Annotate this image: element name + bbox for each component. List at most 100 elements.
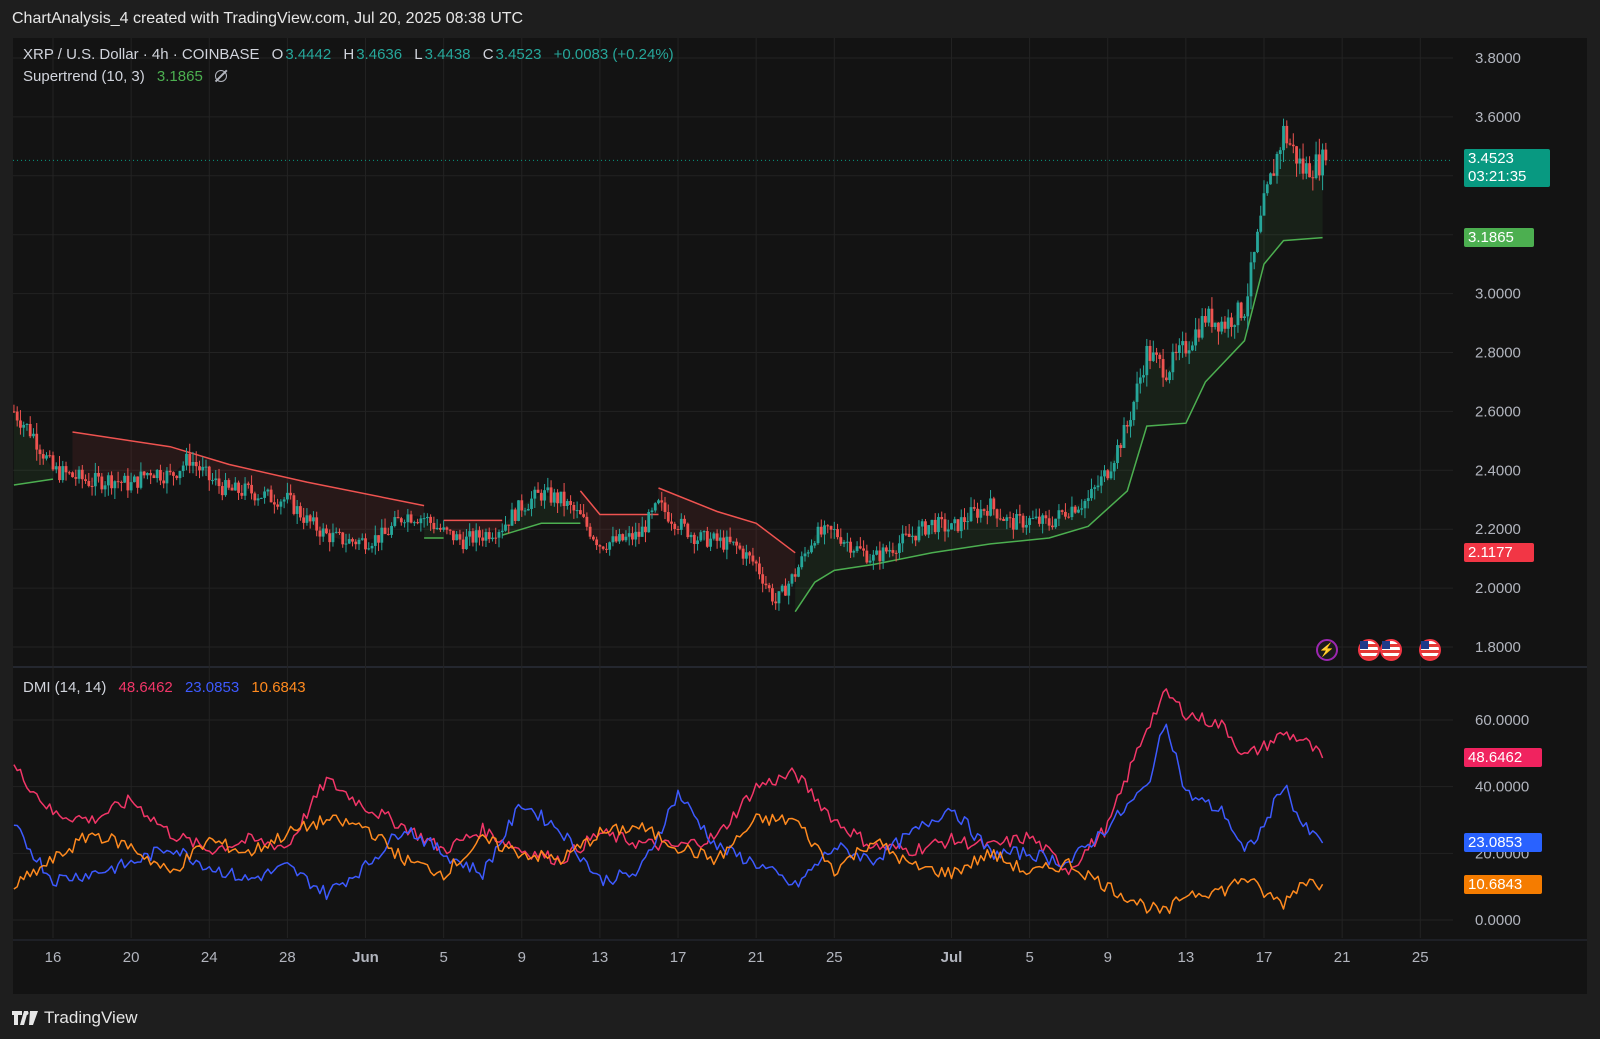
candle-down xyxy=(836,529,839,538)
candle-up xyxy=(1269,173,1272,185)
supertrend-label[interactable]: Supertrend (10, 3) xyxy=(23,68,145,85)
candle-down xyxy=(1148,345,1152,361)
supertrend-up-line xyxy=(501,522,581,536)
candle-down xyxy=(1210,308,1214,327)
candle-up xyxy=(966,521,970,523)
candle-down xyxy=(12,411,16,413)
lightning-event-icon[interactable]: ⚡ xyxy=(1316,639,1338,661)
candle-up xyxy=(1122,425,1126,449)
candle-down xyxy=(194,461,198,467)
us-flag-event-icon[interactable] xyxy=(1419,639,1441,661)
candle-up xyxy=(132,476,136,483)
candle-up xyxy=(214,478,218,481)
price-pane xyxy=(12,118,1453,613)
candle-down xyxy=(1291,144,1295,147)
candle-up xyxy=(380,527,384,543)
candle-up xyxy=(243,483,247,496)
chart-background xyxy=(13,38,1587,994)
candle-up xyxy=(1054,518,1058,528)
candle-up xyxy=(1099,476,1103,486)
candle-down xyxy=(315,517,319,531)
us-flag-event-icon[interactable] xyxy=(1380,639,1402,661)
candle-up xyxy=(1145,345,1149,376)
candle-up xyxy=(810,545,813,553)
candle-up xyxy=(61,466,65,481)
candle-down xyxy=(240,492,244,496)
candle-up xyxy=(911,535,914,537)
candle-down xyxy=(64,466,68,473)
candle-up xyxy=(718,537,722,541)
candle-up xyxy=(559,491,563,504)
candle-down xyxy=(1064,511,1067,517)
time-tick-label: 25 xyxy=(826,949,843,966)
high-label: H xyxy=(343,46,355,63)
candle-down xyxy=(862,548,865,551)
supertrend-legend[interactable]: Supertrend (10, 3) 3.1865 xyxy=(23,68,229,85)
candle-down xyxy=(1106,470,1110,479)
candle-down xyxy=(751,555,755,562)
candle-up xyxy=(1252,252,1256,263)
candle-down xyxy=(985,510,989,516)
candle-up xyxy=(1259,215,1263,232)
chart-area[interactable]: 3.80003.60003.40003.20003.00002.80002.60… xyxy=(12,38,1587,994)
candle-down xyxy=(136,476,140,488)
candle-down xyxy=(972,507,976,509)
supertrend-price-badge: 3.1865 xyxy=(1464,228,1534,247)
candle-down xyxy=(1230,317,1233,327)
time-tick-label: 17 xyxy=(670,949,687,966)
candle-down xyxy=(894,552,898,554)
candle-down xyxy=(168,470,172,473)
candle-down xyxy=(705,531,709,547)
candle-down xyxy=(982,509,986,511)
candle-down xyxy=(1223,321,1227,329)
candle-down xyxy=(292,495,296,514)
candle-up xyxy=(526,508,530,511)
candle-down xyxy=(90,485,94,487)
dmi-legend[interactable]: DMI (14, 14) 48.6462 23.0853 10.6843 xyxy=(23,679,308,696)
candle-up xyxy=(510,509,514,526)
hidden-eye-icon[interactable] xyxy=(214,70,227,82)
time-tick-label: 25 xyxy=(1412,949,1429,966)
candle-down xyxy=(582,514,586,517)
candle-down xyxy=(1011,517,1015,530)
tradingview-logo[interactable]: TradingView xyxy=(12,1008,138,1028)
candle-down xyxy=(172,472,175,476)
last-price-badge: 3.4523 03:21:35 xyxy=(1464,149,1550,187)
candle-up xyxy=(155,469,159,479)
us-flag-event-icon[interactable] xyxy=(1358,639,1380,661)
candle-up xyxy=(1304,163,1308,174)
candle-up xyxy=(1168,372,1171,381)
chart-caption: ChartAnalysis_4 created with TradingView… xyxy=(12,10,524,27)
candle-down xyxy=(399,518,403,523)
candle-down xyxy=(364,538,367,550)
candle-up xyxy=(263,491,266,498)
time-tick-label: 9 xyxy=(518,949,526,966)
candle-up xyxy=(1096,485,1100,488)
dmi-label[interactable]: DMI (14, 14) xyxy=(23,679,107,696)
candle-up xyxy=(106,475,110,486)
candle-down xyxy=(1239,302,1243,318)
symbol-name[interactable]: XRP / U.S. Dollar · 4h · COINBASE xyxy=(23,46,260,63)
candle-up xyxy=(1041,515,1045,524)
candle-down xyxy=(19,420,22,428)
candle-up xyxy=(1028,518,1032,525)
candle-down xyxy=(754,561,758,564)
candle-down xyxy=(858,546,862,549)
candle-down xyxy=(351,539,354,542)
time-tick-label: 5 xyxy=(439,949,447,966)
candle-down xyxy=(673,523,677,529)
candle-up xyxy=(640,526,644,537)
candle-up xyxy=(312,517,315,522)
candle-up xyxy=(1077,509,1080,513)
candle-down xyxy=(478,530,481,538)
supertrend-up-line xyxy=(13,478,54,486)
candle-up xyxy=(77,469,81,479)
candle-down xyxy=(569,501,573,505)
symbol-legend[interactable]: XRP / U.S. Dollar · 4h · COINBASE O 3.444… xyxy=(23,46,676,63)
candle-down xyxy=(35,433,39,450)
candle-up xyxy=(211,480,214,482)
chart-svg[interactable]: 3.80003.60003.40003.20003.00002.80002.60… xyxy=(12,38,1587,994)
high-value: 3.4636 xyxy=(356,46,403,63)
candle-up xyxy=(32,433,35,437)
candle-down xyxy=(614,536,618,542)
